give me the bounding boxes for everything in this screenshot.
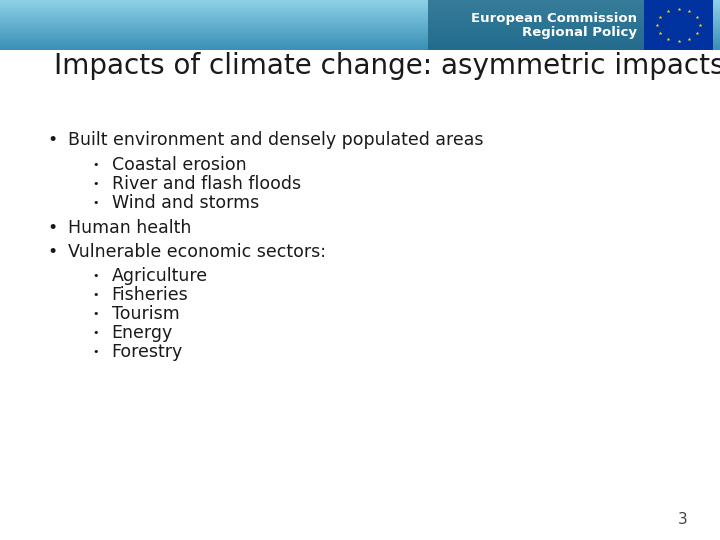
Bar (0, 10, 720, 11)
Bar (0, 44, 720, 45)
Text: River and flash floods: River and flash floods (112, 174, 301, 193)
Bar (0, 17, 720, 18)
Text: •: • (92, 272, 99, 281)
Bar (0, 49, 720, 50)
Bar (0, 6, 720, 8)
Text: Impacts of climate change: asymmetric impacts: Impacts of climate change: asymmetric im… (54, 52, 720, 80)
Text: •: • (92, 179, 99, 188)
Text: Forestry: Forestry (112, 343, 183, 361)
Bar (0, 9, 720, 10)
Bar (0, 1, 720, 2)
Bar (0, 22, 720, 23)
Bar (0, 23, 720, 24)
Text: European Commission: European Commission (471, 11, 637, 25)
Bar (0, 40, 720, 41)
Bar (0, 32, 720, 33)
Text: •: • (92, 198, 99, 207)
Bar (0, 43, 720, 44)
Bar (0, 18, 720, 19)
Bar (0, 26, 720, 27)
Text: Regional Policy: Regional Policy (522, 25, 637, 39)
Bar (0, 45, 720, 46)
Bar (0, 14, 720, 15)
Text: 3: 3 (678, 511, 688, 526)
Text: •: • (48, 219, 58, 237)
Bar (0, 46, 720, 47)
Text: Agriculture: Agriculture (112, 267, 208, 286)
Text: Tourism: Tourism (112, 305, 179, 323)
Bar (0, 41, 720, 42)
Bar (644, 0, 713, 50)
Text: •: • (92, 309, 99, 319)
Bar (0, 28, 720, 29)
Bar (0, 42, 720, 43)
Bar (0, 25, 720, 26)
Bar (0, 38, 720, 39)
Text: •: • (92, 328, 99, 338)
Text: Wind and storms: Wind and storms (112, 193, 259, 212)
Text: Fisheries: Fisheries (112, 286, 189, 305)
Bar (0, 20, 720, 21)
Bar (0, 8, 720, 9)
Bar (0, 39, 720, 40)
Bar (0, 29, 720, 30)
Text: •: • (48, 131, 58, 150)
Bar (0, 19, 720, 20)
Text: Human health: Human health (68, 219, 192, 237)
Text: •: • (92, 160, 99, 170)
Bar (0, 0, 720, 1)
Bar (0, 12, 720, 14)
Bar (0, 5, 720, 6)
Bar (0, 21, 720, 22)
Bar (0, 24, 720, 25)
Text: Built environment and densely populated areas: Built environment and densely populated … (68, 131, 484, 150)
Text: •: • (92, 347, 99, 357)
Text: Vulnerable economic sectors:: Vulnerable economic sectors: (68, 243, 326, 261)
Bar (0, 31, 720, 32)
Bar (0, 15, 720, 16)
Bar (0, 4, 720, 5)
Text: Energy: Energy (112, 324, 173, 342)
Bar (0, 36, 720, 37)
Text: •: • (92, 291, 99, 300)
Bar (0, 37, 720, 38)
Bar (0, 2, 720, 3)
Text: Coastal erosion: Coastal erosion (112, 156, 246, 174)
Bar (0, 11, 720, 12)
Bar (0, 35, 720, 36)
Bar (0, 47, 720, 48)
Bar (0, 16, 720, 17)
Bar (0, 27, 720, 28)
Bar (0, 33, 720, 35)
Text: •: • (48, 243, 58, 261)
Bar (0, 48, 720, 49)
Bar (428, 0, 655, 50)
Bar (0, 3, 720, 4)
Bar (0, 30, 720, 31)
